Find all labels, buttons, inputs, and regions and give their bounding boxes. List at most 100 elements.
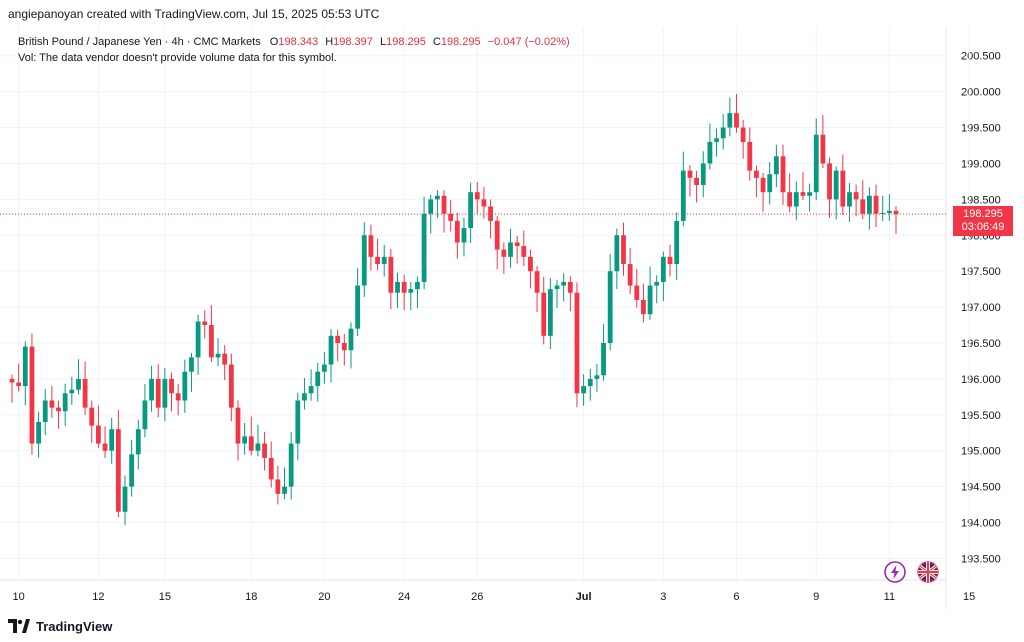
high-value: 198.397 (333, 36, 373, 48)
candle-body (474, 192, 480, 200)
low-value: 198.295 (386, 36, 426, 48)
candle-body (248, 436, 254, 451)
candle-body (454, 220, 460, 243)
y-tick-label: 199.000 (961, 158, 1001, 170)
candle-body (574, 292, 580, 394)
candle-body (328, 335, 334, 365)
candle-body (29, 346, 35, 444)
candle-body (175, 393, 181, 401)
x-tick-label: 6 (733, 591, 739, 603)
candle-body (581, 386, 587, 394)
candle-body (341, 343, 347, 351)
candle-body (800, 192, 806, 196)
last-price-value: 198.295 (963, 208, 1003, 221)
candle-body (621, 235, 626, 264)
candle-body (680, 170, 686, 221)
candle-body (727, 113, 733, 128)
candle-body (627, 264, 633, 286)
candle-body (554, 285, 560, 290)
candle-body (122, 486, 128, 512)
candle-body (76, 378, 81, 390)
x-tick-label: Jul (576, 591, 592, 603)
candle-body (96, 425, 101, 444)
candle-body (388, 256, 394, 293)
y-tick-label: 197.000 (961, 302, 1001, 314)
legend-ohlc-row: British Pound / Japanese Yen · 4h · CMC … (18, 34, 570, 50)
y-tick-label: 196.000 (961, 374, 1001, 386)
candle-body (747, 141, 753, 171)
x-tick-label: 24 (398, 591, 410, 603)
x-tick-label: 15 (159, 591, 171, 603)
candle-body (288, 443, 294, 487)
candle-body (754, 170, 759, 178)
candle-body (740, 127, 746, 142)
candle-body (734, 113, 739, 128)
candle-body (162, 378, 168, 408)
candle-body (441, 195, 447, 214)
candle-body (780, 156, 786, 193)
candle-body (528, 256, 533, 272)
close-label: C (432, 36, 441, 48)
uk-flag-icon[interactable] (917, 561, 939, 583)
candle-body (667, 256, 673, 264)
candle-body (415, 281, 420, 290)
candle-body (82, 378, 88, 408)
candle-body (773, 156, 779, 175)
candle-body (16, 382, 22, 387)
candle-body (408, 289, 414, 293)
candle-body (149, 378, 154, 401)
candle-body (461, 228, 467, 243)
open-value: 198.343 (278, 36, 319, 48)
candle-body (355, 285, 361, 329)
candle-body (401, 281, 407, 293)
candle-body (587, 378, 593, 387)
y-tick-label: 198.500 (961, 194, 1001, 206)
candle-body (9, 378, 15, 383)
candle-body (488, 206, 493, 221)
candle-body (228, 364, 234, 408)
candle-body (195, 321, 201, 358)
candle-body (886, 210, 892, 214)
candle-body (647, 285, 653, 315)
candle-body (880, 213, 886, 215)
candle-body (36, 422, 41, 444)
candle-body (56, 407, 61, 412)
price-chart[interactable]: 193.500 194.000 194.500 195.000 195.500 196.0… (0, 27, 1024, 609)
low-label: L (379, 36, 387, 48)
candle-body (694, 177, 700, 185)
candle-body (561, 281, 567, 286)
attribution-text: angiepanoyan created with TradingView.co… (8, 7, 380, 21)
symbol-title: British Pound / Japanese Yen · 4h · CMC … (18, 36, 261, 48)
candle-body (368, 235, 374, 257)
candle-body (62, 393, 68, 412)
lightning-icon[interactable] (884, 561, 906, 583)
candle-body (69, 389, 75, 394)
x-tick-label: 10 (13, 591, 25, 603)
candle-body (594, 375, 600, 379)
candle-body (654, 281, 660, 286)
candle-body (534, 271, 540, 293)
candle-body (102, 443, 108, 451)
tradingview-brand[interactable]: TradingView (8, 615, 112, 637)
candle-body (275, 479, 281, 494)
candle-body (222, 353, 228, 365)
candle-body (109, 429, 115, 451)
chart-frame[interactable]: 193.500 194.000 194.500 195.000 195.500 196.0… (0, 27, 1024, 609)
candle-body (428, 199, 434, 214)
candle-body (787, 192, 793, 207)
candle-body (282, 486, 287, 494)
candle-body (89, 407, 95, 426)
candle-body (521, 246, 527, 257)
x-tick-label: 26 (471, 591, 483, 603)
candle-body (853, 192, 859, 200)
candle-body (641, 299, 646, 315)
candle-body (189, 357, 194, 372)
candle-body (448, 213, 454, 221)
high-label: H (325, 36, 334, 48)
candle-body (820, 134, 826, 164)
candle-body (807, 192, 812, 196)
candle-body (840, 170, 846, 207)
y-tick-label: 193.500 (961, 553, 1001, 565)
y-tick-label: 200.500 (961, 51, 1001, 63)
candle-body (847, 192, 852, 207)
